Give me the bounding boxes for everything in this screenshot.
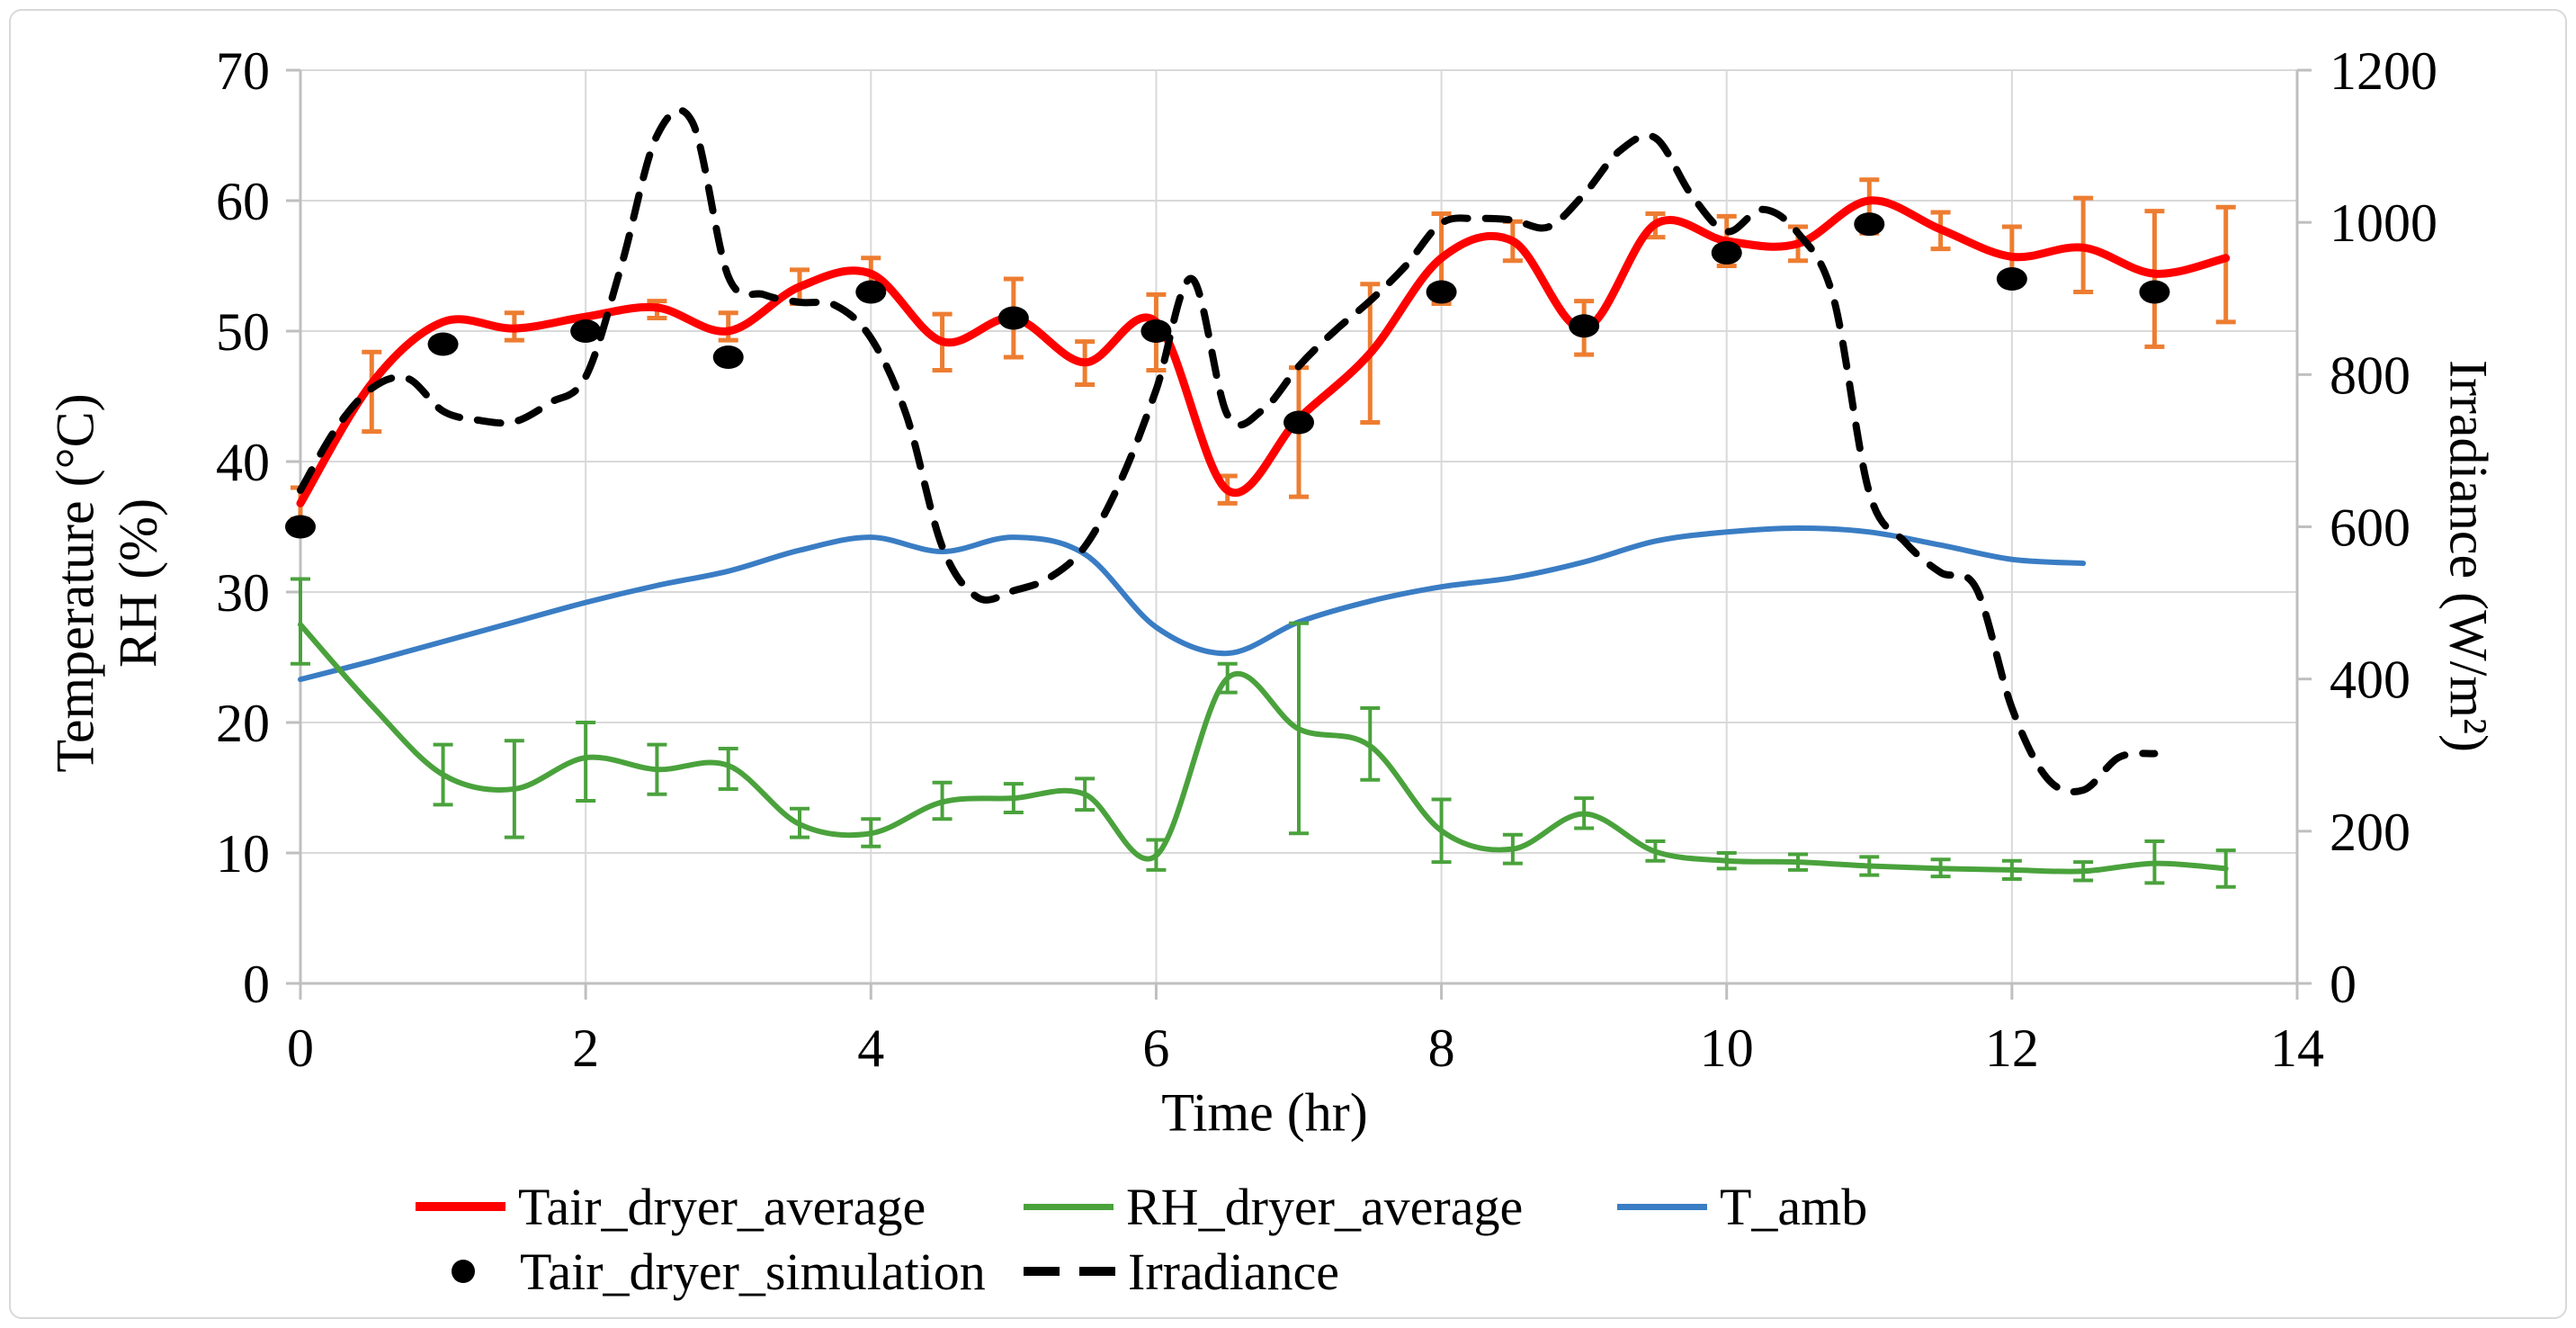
- data-point-tair-dryer-simulation: [1284, 410, 1314, 435]
- series-irradiance: [297, 106, 2159, 795]
- x-tick-label: 4: [857, 1018, 884, 1078]
- y-right-tick-label: 800: [2330, 345, 2411, 405]
- figure-border: [9, 9, 2567, 1319]
- legend-item-irradiance: Irradiance: [1024, 1240, 1339, 1303]
- y-left-tick-label: 60: [216, 172, 270, 231]
- legend-item-tair-dryer-simulation: Tair_dryer_simulation: [439, 1240, 986, 1303]
- y-right-tick-label: 600: [2330, 498, 2411, 558]
- x-axis-title: Time (hr): [1161, 1082, 1368, 1143]
- data-point-tair-dryer-simulation: [1996, 267, 2027, 291]
- x-tick-label: 12: [1985, 1018, 2039, 1078]
- green-line-sample-icon: [1024, 1203, 1114, 1210]
- legend-item-rh-dryer-average: RH_dryer_average: [1024, 1175, 1523, 1238]
- x-tick-label: 2: [572, 1018, 599, 1078]
- x-tick-label: 0: [287, 1018, 314, 1078]
- y-left-tick-label: 10: [216, 824, 270, 884]
- legend-item-tair-dryer-average: Tair_dryer_average: [416, 1175, 926, 1238]
- legend-label: Tair_dryer_average: [518, 1177, 926, 1236]
- y-right-tick-label: 1200: [2330, 41, 2437, 101]
- y-right-tick-label: 200: [2330, 803, 2411, 862]
- y-axis-title-rh: RH (%): [108, 498, 168, 668]
- data-point-tair-dryer-simulation: [570, 319, 602, 343]
- data-point-tair-dryer-simulation: [997, 306, 1029, 330]
- legend-label: Irradiance: [1128, 1242, 1340, 1301]
- x-tick-label: 8: [1428, 1018, 1455, 1078]
- y-axis-title-temperature: Temperature (°C): [45, 393, 105, 773]
- x-tick-label: 10: [1700, 1018, 1754, 1078]
- blue-line-sample-icon: [1617, 1203, 1707, 1210]
- y-right-tick-label: 400: [2330, 651, 2411, 710]
- legend-label: RH_dryer_average: [1126, 1177, 1524, 1236]
- y-right-tick-label: 0: [2330, 955, 2357, 1014]
- data-point-tair-dryer-simulation: [712, 345, 744, 369]
- data-point-tair-dryer-simulation: [1426, 280, 1457, 304]
- series-rh-dryer-average: [298, 622, 2229, 875]
- black-dot-sample-icon: [452, 1260, 475, 1283]
- series-tair-dryer-average: [296, 196, 2231, 507]
- x-tick-label: 6: [1142, 1018, 1169, 1078]
- y-axis-title-irradiance: Irradiance (W/m²): [2438, 359, 2499, 753]
- series-t-amb: [298, 525, 2087, 683]
- y-left-tick-label: 20: [216, 694, 270, 753]
- black-dashed-sample-icon: [1024, 1267, 1115, 1276]
- red-line-sample-icon: [416, 1202, 505, 1211]
- legend-label: T_amb: [1720, 1177, 1868, 1236]
- data-point-tair-dryer-simulation: [855, 280, 887, 304]
- y-left-tick-label: 0: [243, 955, 270, 1014]
- data-point-tair-dryer-simulation: [1711, 241, 1742, 265]
- data-point-tair-dryer-simulation: [2139, 280, 2170, 304]
- data-point-tair-dryer-simulation: [1569, 314, 1600, 338]
- data-point-tair-dryer-simulation: [1854, 212, 1885, 237]
- y-right-tick-label: 1000: [2330, 193, 2437, 253]
- data-point-tair-dryer-simulation: [427, 332, 459, 356]
- y-left-tick-label: 30: [216, 563, 270, 623]
- legend-item-t-amb: T_amb: [1617, 1175, 1867, 1238]
- y-left-tick-label: 70: [216, 41, 270, 101]
- y-left-tick-label: 50: [216, 302, 270, 362]
- y-left-tick-label: 40: [216, 433, 270, 492]
- data-point-tair-dryer-simulation: [1140, 319, 1172, 343]
- legend-label: Tair_dryer_simulation: [520, 1242, 986, 1301]
- x-tick-label: 14: [2270, 1018, 2324, 1078]
- data-point-tair-dryer-simulation: [285, 515, 316, 539]
